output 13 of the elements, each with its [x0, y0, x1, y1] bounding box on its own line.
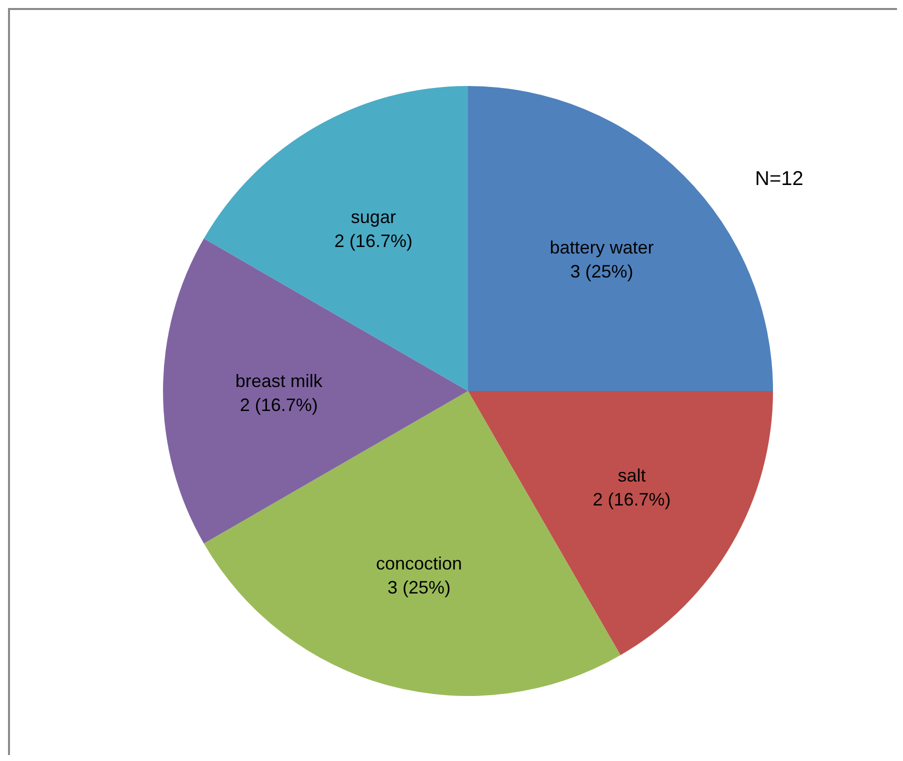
slice-label: battery water — [550, 237, 654, 258]
data-label: 3 (25%) — [570, 261, 634, 282]
pie-slice — [204, 86, 468, 391]
slice-label: concoction — [376, 554, 462, 574]
data-label: 2 (16.7%) — [240, 395, 318, 415]
data-label: 2 (16.7%) — [592, 490, 671, 510]
slice-label: sugar — [350, 207, 396, 228]
slice-label: salt — [618, 466, 646, 486]
text: N=12 — [755, 168, 804, 191]
pie-slice — [468, 391, 773, 656]
data-label: 3 (25%) — [388, 578, 451, 598]
data-label: 2 (16.7%) — [334, 231, 412, 252]
slice-label: breast milk — [235, 371, 324, 391]
